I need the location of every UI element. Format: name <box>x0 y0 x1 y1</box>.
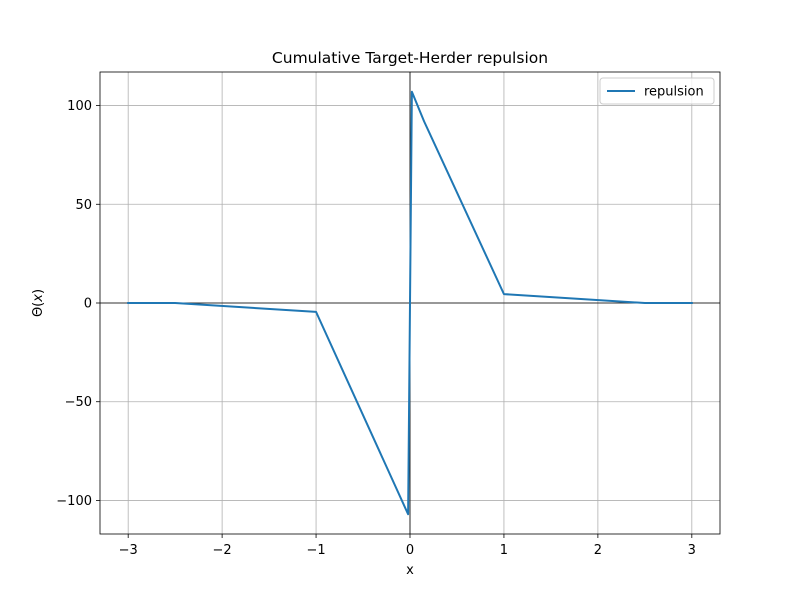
x-tick-label: −1 <box>306 543 325 558</box>
y-tick-label: −50 <box>65 395 92 410</box>
y-tick-label: 0 <box>84 297 92 312</box>
legend-box <box>599 77 715 105</box>
x-tick-label: −2 <box>213 543 232 558</box>
y-axis-label: Θ(x) <box>31 289 46 317</box>
x-tick-label: 0 <box>406 543 414 558</box>
y-tick-label: 100 <box>67 99 92 114</box>
chart-title: Cumulative Target-Herder repulsion <box>272 49 548 67</box>
y-axis-label-variable: x <box>31 294 46 303</box>
series-line-repulsion <box>127 90 693 516</box>
y-tick-label: 50 <box>75 198 92 213</box>
x-tick-label: 3 <box>688 543 696 558</box>
legend-label: repulsion <box>644 85 704 100</box>
x-tick-label: 2 <box>594 543 602 558</box>
x-axis-label: x <box>406 563 414 578</box>
x-tick-label: 1 <box>500 543 508 558</box>
x-tick-label: −3 <box>119 543 138 558</box>
y-axis-label-prefix: Θ( <box>31 302 46 317</box>
series-layer <box>127 90 693 516</box>
ticks: −3 −2 −1 0 1 2 3 −100 −50 0 50 100 <box>56 99 696 558</box>
y-axis-label-suffix: ) <box>31 289 46 294</box>
y-tick-label: −100 <box>56 494 92 509</box>
legend: repulsion <box>599 77 715 105</box>
